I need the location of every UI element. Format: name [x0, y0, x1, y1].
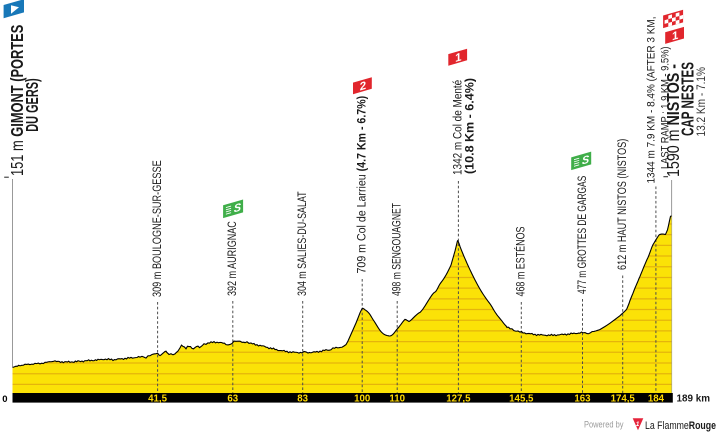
svg-text:S: S	[582, 154, 590, 168]
svg-text:Powered by: Powered by	[584, 420, 624, 430]
svg-text:468 m ESTÉNOS: 468 m ESTÉNOS	[513, 227, 528, 297]
svg-text:184: 184	[648, 393, 665, 404]
svg-text:1: 1	[636, 421, 640, 428]
svg-text:La FlammeRouge: La FlammeRouge	[645, 420, 716, 432]
svg-text:145,5: 145,5	[509, 393, 534, 404]
svg-text:1342 m Col de Menté: 1342 m Col de Menté	[451, 80, 465, 175]
svg-text:1: 1	[455, 50, 462, 65]
svg-text:83: 83	[297, 393, 308, 404]
svg-text:163: 163	[574, 393, 591, 404]
svg-text:1: 1	[672, 29, 679, 44]
svg-text:392 m AURIGNAC: 392 m AURIGNAC	[225, 221, 239, 296]
svg-text:41,5: 41,5	[148, 393, 167, 404]
svg-text:CAP NESTES: CAP NESTES	[678, 62, 698, 136]
svg-text:0: 0	[2, 394, 7, 405]
svg-text:304 m SALIES-DU-SALAT: 304 m SALIES-DU-SALAT	[295, 191, 309, 296]
svg-text:S: S	[234, 201, 242, 215]
svg-text:498 m SENGOUAGNET: 498 m SENGOUAGNET	[390, 203, 404, 296]
svg-text:174,5: 174,5	[611, 393, 636, 404]
svg-text:DU GERS): DU GERS)	[22, 78, 42, 131]
svg-text:(10.8 Km - 6.4%): (10.8 Km - 6.4%)	[463, 78, 477, 174]
svg-text:1590 m NISTOS -: 1590 m NISTOS -	[663, 64, 683, 177]
svg-text:13.2 Km - 7.1%: 13.2 Km - 7.1%	[696, 67, 708, 137]
svg-text:309 m BOULOGNE-SUR-GESSE: 309 m BOULOGNE-SUR-GESSE	[150, 160, 164, 297]
svg-text:1344 m 7.9 KM - 8.4% (AFTER 3: 1344 m 7.9 KM - 8.4% (AFTER 3 KM,	[646, 17, 658, 184]
svg-text:127,5: 127,5	[446, 393, 471, 404]
svg-text:189 km: 189 km	[677, 393, 711, 404]
svg-text:LAST RAMP : 1.9 KM - 9.5%): LAST RAMP : 1.9 KM - 9.5%)	[659, 47, 671, 169]
svg-text:110: 110	[389, 393, 405, 404]
svg-text:612 m HAUT NISTOS (NISTOS): 612 m HAUT NISTOS (NISTOS)	[615, 139, 629, 270]
svg-text:63: 63	[227, 393, 238, 404]
svg-text:709 m Col de Larrieu (4.7 Km -: 709 m Col de Larrieu (4.7 Km - 6.7%)	[355, 96, 369, 274]
svg-text:477 m GROTTES DE GARGAS: 477 m GROTTES DE GARGAS	[575, 176, 589, 294]
svg-text:100: 100	[354, 393, 370, 404]
svg-text:2: 2	[360, 79, 367, 94]
svg-text:151 m GIMONT (PORTES: 151 m GIMONT (PORTES	[7, 25, 27, 176]
